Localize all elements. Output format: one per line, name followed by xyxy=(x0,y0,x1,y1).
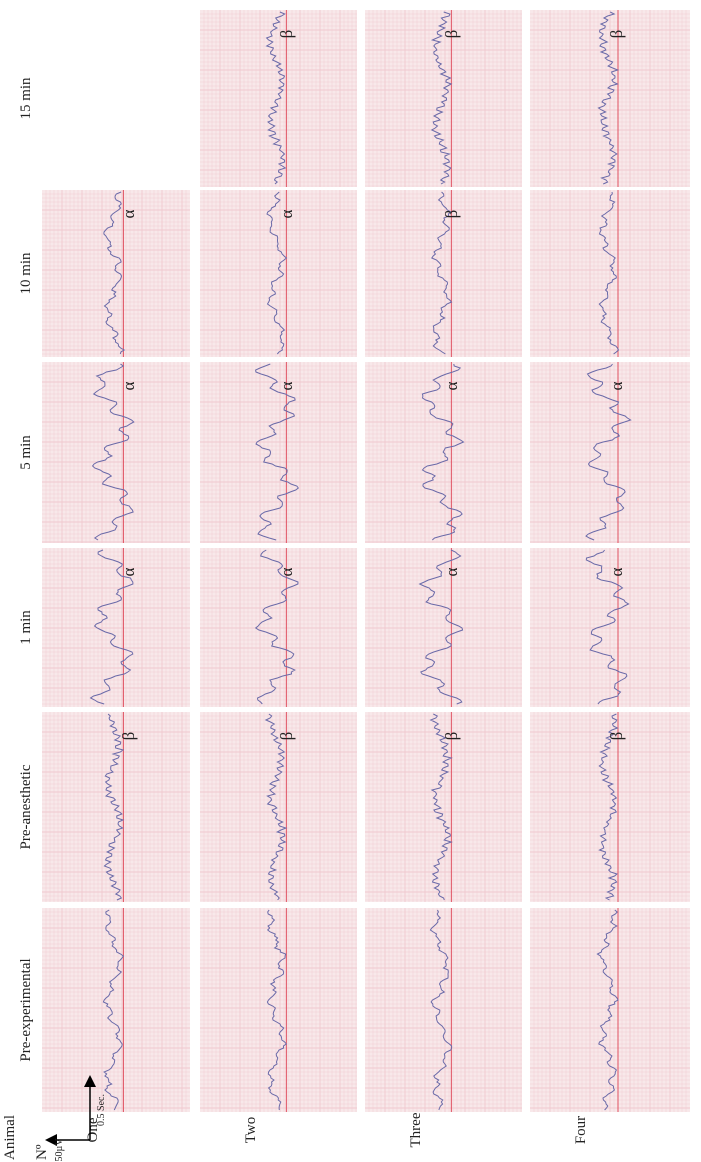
scale-amplitude-label: 50µV xyxy=(54,1138,65,1162)
eeg-panel: α xyxy=(200,548,357,707)
band-label: α xyxy=(607,567,626,576)
animal-name: One xyxy=(85,1117,101,1142)
band-label: α xyxy=(277,381,296,390)
eeg-panel: β xyxy=(365,712,522,902)
panel-background xyxy=(42,548,190,707)
eeg-trace xyxy=(91,363,135,541)
eeg-panel: β xyxy=(200,10,357,187)
eeg-trace xyxy=(597,11,620,185)
eeg-trace xyxy=(429,713,453,901)
eeg-trace xyxy=(266,909,288,1111)
band-label: β xyxy=(442,732,461,741)
eeg-trace xyxy=(585,549,630,705)
eeg-panel xyxy=(200,908,357,1112)
band-label: α xyxy=(442,567,461,576)
eeg-trace xyxy=(255,363,299,541)
animal-name: Three xyxy=(408,1112,424,1147)
eeg-panel: β xyxy=(530,10,690,187)
panel-background xyxy=(42,712,190,902)
time-point-label: 5 min xyxy=(18,435,34,470)
band-label: α xyxy=(277,567,296,576)
eeg-trace xyxy=(596,909,619,1111)
time-point-label: 1 min xyxy=(18,610,34,645)
eeg-trace xyxy=(102,909,125,1111)
eeg-trace xyxy=(254,549,299,705)
eeg-trace xyxy=(431,191,453,355)
time-point-label: Pre-anesthetic xyxy=(18,764,34,849)
eeg-panel: α xyxy=(42,548,190,707)
eeg-trace xyxy=(103,191,126,355)
band-label: β xyxy=(119,732,138,741)
band-label: α xyxy=(119,209,138,218)
band-label: α xyxy=(119,567,138,576)
eeg-panel: β xyxy=(530,712,690,902)
panel-background xyxy=(365,10,522,187)
panel-background xyxy=(365,908,522,1112)
panel-background xyxy=(365,712,522,902)
eeg-trace xyxy=(265,11,287,185)
band-label: β xyxy=(442,210,461,219)
animal-name: Four xyxy=(573,1116,589,1144)
eeg-trace xyxy=(264,713,288,901)
animal-label: Animal xyxy=(2,1115,18,1160)
eeg-trace xyxy=(430,11,453,185)
eeg-trace xyxy=(429,909,453,1111)
eeg-panel: β xyxy=(365,190,522,357)
band-label: β xyxy=(607,30,626,39)
eeg-panel xyxy=(530,908,690,1112)
eeg-panel: α xyxy=(42,190,190,357)
panel-background xyxy=(200,712,357,902)
time-point-label: 10 min xyxy=(18,252,34,295)
eeg-panel: α xyxy=(530,362,690,543)
band-label: β xyxy=(607,732,626,741)
eeg-panel xyxy=(365,908,522,1112)
panel-background xyxy=(200,908,357,1112)
time-point-label: Pre-experimental xyxy=(18,958,34,1061)
scale-time-label: 0.5 Sec. xyxy=(96,1094,107,1126)
band-label: α xyxy=(607,381,626,390)
eeg-trace xyxy=(418,549,464,705)
eeg-trace xyxy=(585,363,632,541)
number-label: Nº xyxy=(34,1144,50,1160)
panel-background xyxy=(200,548,357,707)
eeg-panel: α xyxy=(42,362,190,543)
eeg-panel: α xyxy=(200,362,357,543)
eeg-trace xyxy=(421,363,465,541)
eeg-panel xyxy=(42,908,190,1112)
eeg-panel xyxy=(530,190,690,357)
panel-background xyxy=(42,362,190,543)
eeg-trace xyxy=(598,191,620,355)
eeg-panel: α xyxy=(200,190,357,357)
eeg-panel: β xyxy=(42,712,190,902)
band-label: α xyxy=(442,381,461,390)
band-label: β xyxy=(442,30,461,39)
band-label: α xyxy=(119,381,138,390)
band-label: α xyxy=(277,209,296,218)
time-point-label: 15 min xyxy=(18,77,34,120)
eeg-panel: α xyxy=(365,548,522,707)
eeg-panel: β xyxy=(200,712,357,902)
eeg-panel: α xyxy=(365,362,522,543)
eeg-trace xyxy=(598,713,619,901)
band-label: β xyxy=(277,732,296,741)
band-label: β xyxy=(277,30,296,39)
eeg-trace xyxy=(103,713,125,901)
eeg-trace xyxy=(89,549,134,705)
eeg-panel: β xyxy=(365,10,522,187)
eeg-trace xyxy=(266,191,288,355)
panel-background xyxy=(42,908,190,1112)
panel-background xyxy=(365,548,522,707)
eeg-panel: α xyxy=(530,548,690,707)
animal-name: Two xyxy=(243,1117,259,1143)
